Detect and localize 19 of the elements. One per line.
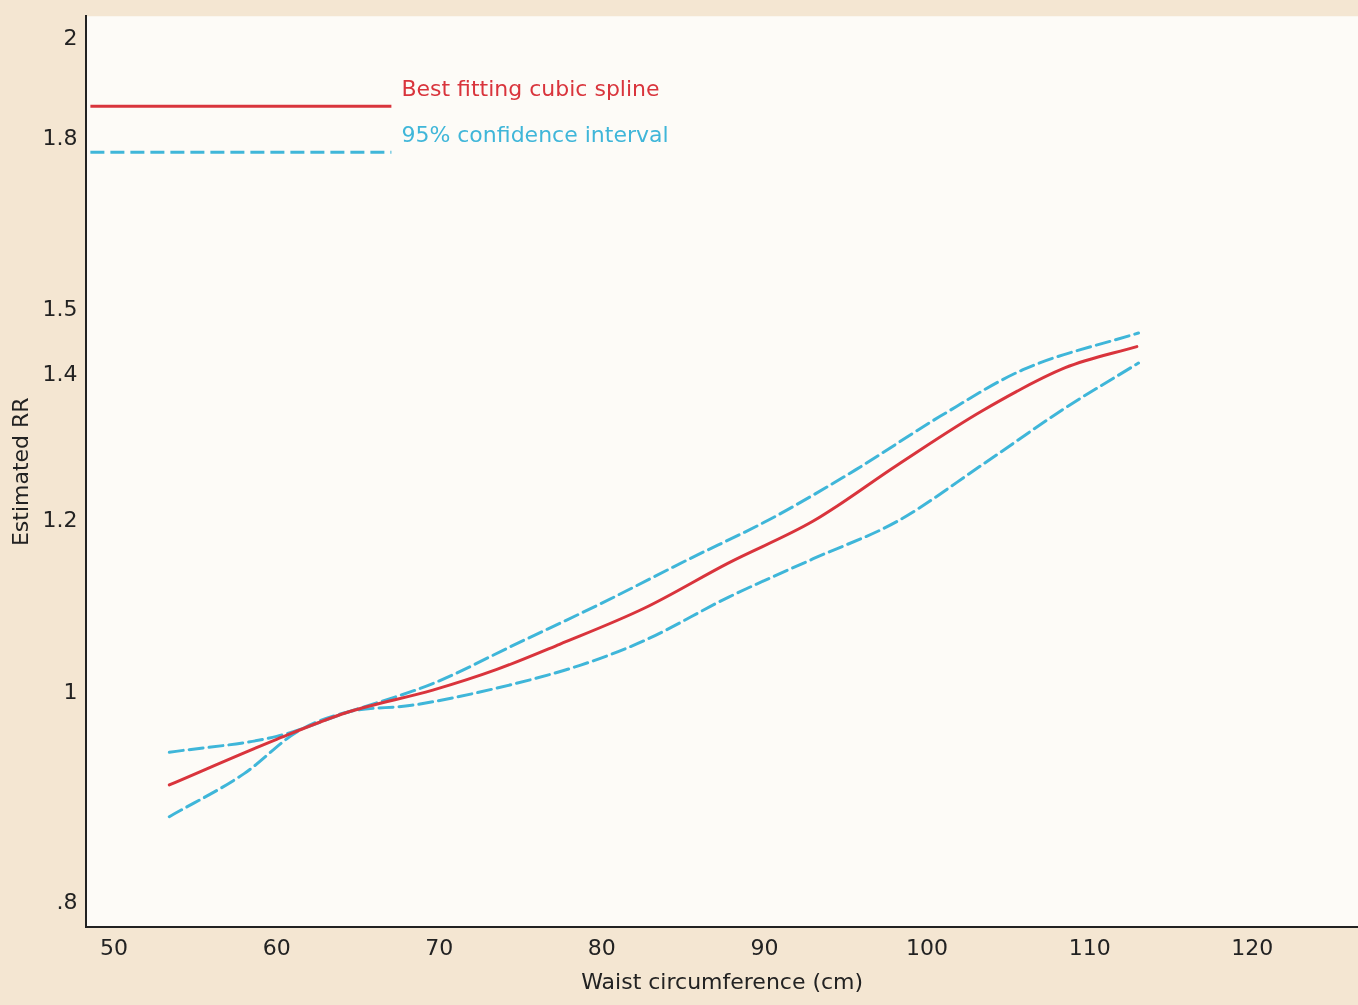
y-tick-label: 1.8 bbox=[42, 124, 78, 150]
y-tick-label: 1.2 bbox=[42, 506, 78, 532]
x-tick-label: 60 bbox=[262, 935, 291, 961]
x-tick-label: 80 bbox=[587, 935, 616, 961]
text: 95% confidence interval bbox=[401, 121, 669, 147]
x-tick-label: 70 bbox=[425, 935, 454, 961]
x-tick-label: 110 bbox=[1068, 935, 1111, 961]
x-axis-title: Waist circumference (cm) bbox=[581, 968, 864, 994]
y-tick-label: 1 bbox=[63, 678, 78, 704]
x-tick-label: 100 bbox=[906, 935, 949, 961]
text: Best fitting cubic spline bbox=[401, 75, 660, 101]
x-tick-label: 90 bbox=[750, 935, 779, 961]
y-tick-label: .8 bbox=[56, 889, 78, 915]
y-axis-title: Estimated RR bbox=[7, 397, 33, 547]
y-tick-label: 1.4 bbox=[42, 361, 78, 387]
x-tick-label: 120 bbox=[1231, 935, 1274, 961]
x-tick-label: 50 bbox=[100, 935, 129, 961]
y-tick-label: 2 bbox=[63, 25, 78, 51]
y-tick-label: 1.5 bbox=[42, 296, 78, 322]
